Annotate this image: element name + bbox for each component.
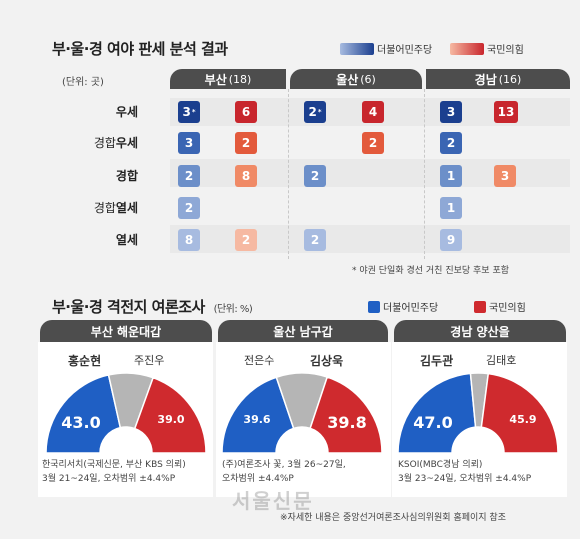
seat-count-cell: 1	[440, 165, 462, 187]
bottom-title-text: 부·울·경 격전지 여론조사	[52, 298, 205, 316]
seat-count-cell: 9	[440, 229, 462, 251]
vote-share-ppp: 39.8	[327, 413, 367, 432]
seat-count-cell: 2	[178, 165, 200, 187]
region-header-ulsan: 울산 (6)	[290, 69, 422, 89]
seat-count-cell: 8	[235, 165, 257, 187]
seat-count-cell: 2	[304, 165, 326, 187]
row-label-tossup: 경합	[115, 169, 138, 183]
region-header-gyeongnam: 경남 (16)	[426, 69, 570, 89]
ppp-swatch	[474, 300, 486, 313]
seat-count-cell: 2	[362, 132, 384, 154]
seat-count-cell: 1	[440, 197, 462, 219]
vote-share-ppp: 45.9	[509, 413, 537, 426]
bottom-unit: (단위: %)	[213, 304, 253, 315]
poll-title-ulsan: 울산 남구갑	[218, 320, 388, 342]
candidate-name-ppp: 주진우	[134, 354, 165, 367]
legend-dem-label: 더불어민주당	[377, 45, 433, 56]
ppp-share-arc	[133, 376, 207, 454]
candidate-name-ppp: 김태호	[486, 354, 517, 367]
region-count: (6)	[360, 72, 376, 86]
region-header-busan: 부산 (18)	[170, 69, 286, 89]
ppp-share-arc	[309, 376, 383, 454]
seat-count-cell: 3	[494, 165, 516, 187]
poll-title-busan: 부산 해운대갑	[40, 320, 212, 342]
watermark-stamp: 서울신문	[232, 489, 314, 513]
poll-date-margin: 3월 21~24일, 오차범위 ±4.4%P	[42, 474, 176, 484]
top-legend-ppp: 국민의힘	[450, 41, 524, 56]
divider	[288, 89, 289, 259]
vote-share-dem: 39.6	[243, 413, 271, 426]
legend-dem-label: 더불어민주당	[383, 303, 439, 314]
legend-ppp-label: 국민의힘	[489, 303, 526, 314]
poll-date-margin: 오차범위 ±4.4%P	[222, 474, 294, 484]
seat-count-cell: 3	[440, 101, 462, 123]
row-label-lean-advantage: 경합우세	[93, 136, 138, 150]
bottom-title: 부·울·경 격전지 여론조사 (단위: %)	[52, 296, 253, 317]
poll-title-gyeongnam: 경남 양산을	[394, 320, 566, 342]
top-legend-dem: 더불어민주당	[340, 41, 432, 56]
region-name: 경남	[474, 72, 497, 87]
dem-gradient-swatch	[340, 42, 374, 55]
legend-ppp-label: 국민의힘	[487, 45, 524, 56]
row-label-advantage: 우세	[115, 105, 138, 119]
seat-count-cell: 2	[304, 229, 326, 251]
bottom-footnote: ※자세한 내용은 중앙선거여론조사심의위원회 홈페이지 참조	[280, 513, 506, 523]
bottom-legend-ppp: 국민의힘	[474, 299, 526, 314]
vote-share-dem: 43.0	[61, 413, 101, 432]
top-unit: (단위: 곳)	[62, 77, 104, 88]
poll-source: KSOI(MBC경남 의뢰)	[398, 460, 483, 470]
ppp-gradient-swatch	[450, 42, 484, 55]
poll-date-margin: 3월 23~24일, 오차범위 ±4.4%P	[398, 474, 532, 484]
candidate-name-dem: 홍순현	[68, 354, 102, 368]
region-count: (16)	[498, 72, 522, 86]
dem-swatch	[368, 300, 380, 313]
candidate-name-dem: 김두관	[420, 354, 454, 368]
seat-count-cell: 3 *	[178, 101, 200, 123]
vote-share-dem: 47.0	[413, 413, 453, 432]
seat-count-cell: 13	[494, 101, 518, 123]
seat-count-cell: 2 *	[304, 101, 326, 123]
top-note: * 야권 단일화 경선 거친 진보당 후보 포함	[352, 266, 510, 276]
seat-count-cell: 2	[440, 132, 462, 154]
poll-source: 한국리서치(국제신문, 부산 KBS 의뢰)	[42, 460, 186, 470]
dem-share-arc	[45, 374, 122, 454]
seat-count-cell: 8	[178, 229, 200, 251]
bottom-legend-dem: 더불어민주당	[368, 299, 438, 314]
region-name: 울산	[336, 72, 359, 87]
dem-share-arc	[221, 376, 295, 454]
poll-source: (주)여론조사 꽃, 3월 26~27일,	[222, 460, 346, 470]
candidate-name-dem: 전은수	[244, 354, 275, 367]
seat-count-cell: 3	[178, 132, 200, 154]
divider	[424, 89, 425, 259]
seat-count-cell: 2	[178, 197, 200, 219]
seat-count-cell: 2	[235, 132, 257, 154]
row-label-lean-disadvantage: 경합열세	[93, 201, 138, 215]
seat-count-cell: 4	[362, 101, 384, 123]
ppp-share-arc	[480, 372, 559, 454]
seat-count-cell: 6	[235, 101, 257, 123]
dem-share-arc	[397, 372, 477, 454]
top-title: 부·울·경 여야 판세 분석 결과	[52, 40, 228, 58]
region-count: (18)	[228, 72, 252, 86]
vote-share-ppp: 39.0	[157, 413, 185, 426]
region-name: 부산	[204, 72, 227, 87]
seat-count-cell: 2	[235, 229, 257, 251]
row-label-disadvantage: 열세	[115, 233, 138, 247]
candidate-name-ppp: 김상욱	[310, 354, 344, 368]
